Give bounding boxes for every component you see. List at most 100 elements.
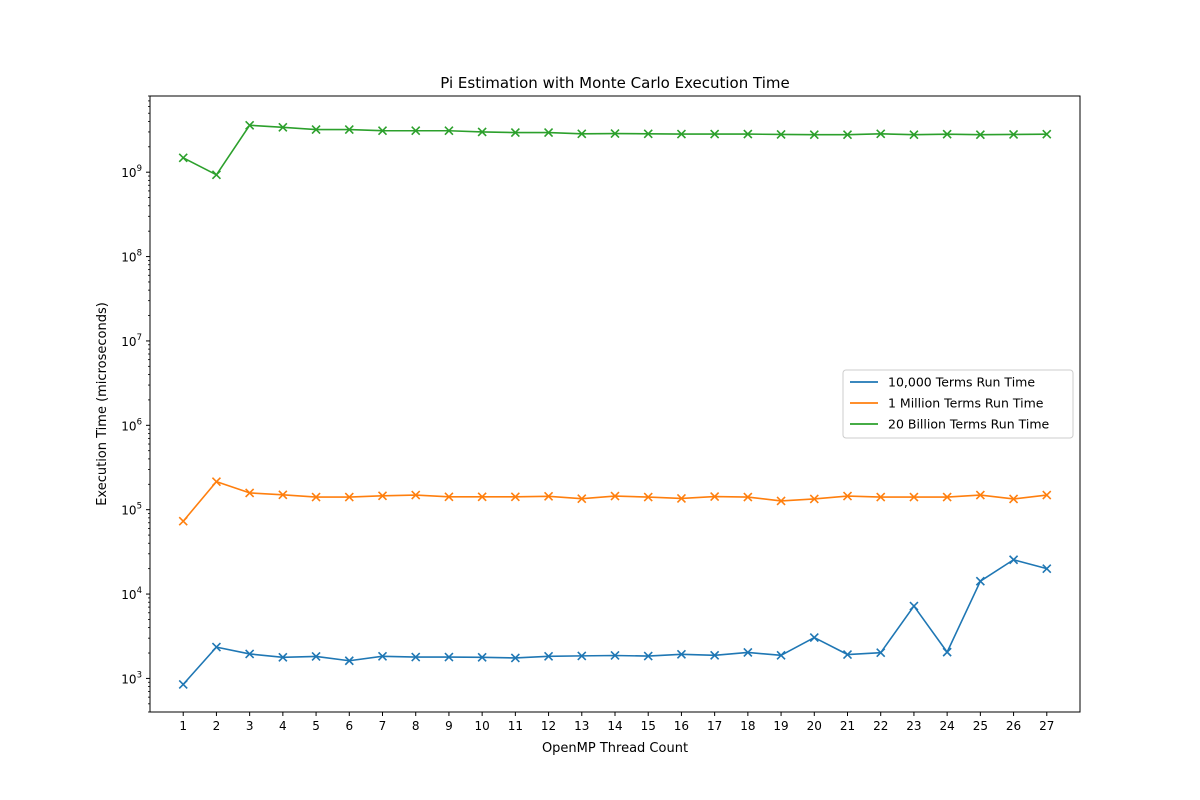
data-point xyxy=(510,492,520,502)
legend-label: 20 Billion Terms Run Time xyxy=(888,417,1050,432)
x-tick-label: 10 xyxy=(475,719,490,733)
data-point xyxy=(178,153,188,163)
data-point xyxy=(643,651,653,661)
data-point xyxy=(510,653,520,663)
data-point xyxy=(1042,564,1052,574)
legend-label: 1 Million Terms Run Time xyxy=(888,396,1044,411)
chart-title: Pi Estimation with Monte Carlo Execution… xyxy=(440,74,789,92)
data-point xyxy=(876,129,886,139)
data-point xyxy=(676,493,686,503)
x-tick-label: 19 xyxy=(773,719,788,733)
data-point xyxy=(1009,494,1019,504)
data-point xyxy=(676,129,686,139)
y-tick-label: 109 xyxy=(121,164,142,180)
data-point xyxy=(876,492,886,502)
data-point xyxy=(809,632,819,643)
x-tick-label: 1 xyxy=(179,719,187,733)
data-point xyxy=(477,127,487,137)
x-tick-label: 5 xyxy=(312,719,320,733)
data-point xyxy=(842,130,853,140)
data-point xyxy=(676,649,686,659)
x-tick-label: 2 xyxy=(213,719,221,733)
data-point xyxy=(344,125,354,135)
data-point xyxy=(743,647,753,658)
data-point xyxy=(1042,129,1052,139)
data-point xyxy=(544,651,554,661)
data-point xyxy=(178,516,188,526)
series-markers xyxy=(178,120,1052,689)
data-point xyxy=(278,490,288,500)
x-tick-label: 4 xyxy=(279,719,287,733)
x-tick-label: 9 xyxy=(445,719,453,733)
x-tick-label: 14 xyxy=(607,719,622,733)
legend: 10,000 Terms Run Time 1 Million Terms Run… xyxy=(842,369,1074,439)
data-point xyxy=(942,492,952,502)
data-point xyxy=(809,494,819,504)
x-tick-label: 6 xyxy=(345,719,353,733)
data-point xyxy=(377,651,388,661)
y-axis-label: Execution Time (microseconds) xyxy=(95,302,110,506)
x-tick-label: 12 xyxy=(541,719,556,733)
data-point xyxy=(577,651,587,661)
data-point xyxy=(710,492,720,502)
x-tick-label: 8 xyxy=(412,719,420,733)
data-point xyxy=(909,130,919,140)
data-point xyxy=(211,642,221,652)
legend-label: 10,000 Terms Run Time xyxy=(888,375,1035,390)
y-tick-label: 107 xyxy=(121,333,142,349)
x-axis: 1 2 3 4 5 6 7 8 9 10 11 12 13 14 15 16 17 18 19 20 21 22 23 24 2… xyxy=(179,712,1054,733)
data-point xyxy=(245,488,255,498)
data-point xyxy=(311,492,321,502)
data-point xyxy=(776,129,786,140)
data-point xyxy=(577,129,587,139)
data-point xyxy=(1009,129,1019,140)
data-point xyxy=(211,477,221,487)
data-point xyxy=(842,491,853,501)
data-point xyxy=(942,647,952,657)
data-point xyxy=(278,652,288,662)
data-point xyxy=(776,496,786,506)
x-tick-label: 27 xyxy=(1039,719,1054,733)
data-point xyxy=(876,648,886,658)
y-tick-label: 105 xyxy=(121,502,142,518)
y-axis: 103 104 105 106 107 108 109 xyxy=(121,95,150,713)
legend-box xyxy=(842,369,1074,439)
y-tick-label: 104 xyxy=(121,586,142,602)
x-tick-label: 22 xyxy=(873,719,888,733)
data-point xyxy=(610,491,620,501)
data-point xyxy=(477,652,487,662)
x-tick-label: 11 xyxy=(508,719,523,733)
x-tick-label: 16 xyxy=(674,719,689,733)
data-point xyxy=(909,492,919,502)
x-tick-label: 26 xyxy=(1006,719,1021,733)
data-point xyxy=(311,651,321,662)
data-point xyxy=(477,492,487,502)
data-point xyxy=(444,126,454,136)
data-point xyxy=(710,129,720,139)
data-point xyxy=(444,652,454,662)
data-point xyxy=(411,126,421,136)
x-axis-label: OpenMP Thread Count xyxy=(542,741,688,756)
data-point xyxy=(544,491,554,501)
data-point xyxy=(311,125,321,135)
data-point xyxy=(344,656,354,666)
data-point xyxy=(975,130,985,140)
x-tick-label: 3 xyxy=(246,719,254,733)
y-tick-label: 108 xyxy=(121,249,142,265)
x-tick-label: 21 xyxy=(840,719,855,733)
data-point xyxy=(510,127,520,138)
data-point xyxy=(211,170,221,180)
data-point xyxy=(975,576,985,586)
data-point xyxy=(411,652,421,662)
data-point xyxy=(1042,490,1052,500)
data-point xyxy=(411,490,421,500)
data-point xyxy=(178,679,188,689)
y-tick-label: 103 xyxy=(121,670,142,686)
data-point xyxy=(377,491,388,501)
data-point xyxy=(643,129,653,139)
data-point xyxy=(577,494,587,504)
data-point xyxy=(377,126,388,136)
x-tick-label: 13 xyxy=(574,719,589,733)
data-point xyxy=(544,127,554,138)
data-point xyxy=(809,130,819,140)
